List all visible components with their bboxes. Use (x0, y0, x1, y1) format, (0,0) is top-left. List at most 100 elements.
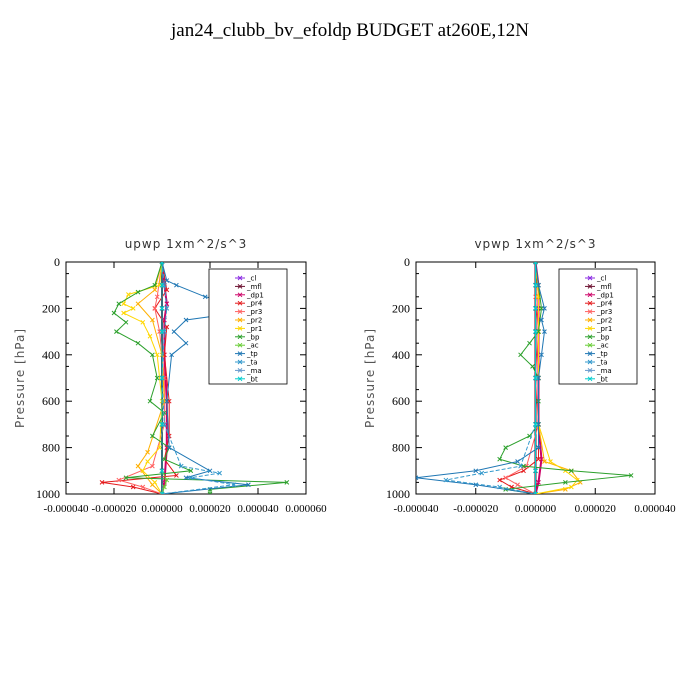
series-point_tp (515, 459, 520, 464)
series-point_pr1 (147, 333, 153, 339)
series-point_pr1 (563, 468, 568, 474)
series-point_bt (159, 468, 165, 474)
legend-marker (237, 351, 243, 356)
legend-label: _dp1 (246, 291, 264, 299)
legend-marker (587, 317, 593, 323)
series-point_bp (135, 340, 141, 346)
series-line_bp (113, 262, 287, 494)
series-line_pr1 (535, 262, 579, 494)
series-point_tp (164, 278, 170, 283)
series-point_pr1 (140, 468, 146, 474)
series-point_pr1 (154, 352, 160, 358)
series-point_bp (111, 310, 117, 316)
series-point_bp (162, 456, 167, 462)
y-tick-label: 1000 (386, 487, 410, 501)
series-point_bp (284, 480, 290, 485)
series-point_bt (533, 422, 538, 427)
panel-2: vpwp 1xm^2/s^3 Pressure [hPa] 0 200 400 600 80… (363, 237, 676, 515)
y-axis-label: Pressure [hPa] (363, 328, 377, 428)
y-tick-label: 400 (392, 348, 410, 362)
series-point_ta (443, 477, 449, 483)
series-point_pr2 (152, 287, 158, 293)
series-point_bt (533, 329, 538, 334)
series-point_tp (183, 317, 189, 323)
series-point_bp (207, 491, 213, 494)
series-point_bp (150, 433, 155, 439)
series-point_bt (533, 491, 538, 494)
legend-label: _mfl (246, 283, 262, 291)
series-point_pr4 (174, 473, 179, 478)
series-point_pr4 (521, 468, 526, 474)
series-point_tp (473, 482, 479, 488)
series-point_pr1 (130, 306, 136, 311)
series-line_pr3 (504, 262, 539, 494)
series-point_bt (533, 375, 538, 381)
series-point_bp (530, 364, 535, 369)
legend-label: _ma (596, 367, 612, 375)
main-title: jan24_clubb_bv_efoldp BUDGET at260E,12N (171, 20, 529, 41)
series-point_bp (527, 340, 532, 346)
series-point_bt (159, 422, 165, 427)
x-tick-label: -0.000020 (453, 503, 498, 515)
series-point_pr1 (157, 445, 162, 450)
series-point_ta (164, 306, 170, 311)
series-point_dp1 (536, 480, 541, 485)
series-point_pr3 (140, 484, 146, 490)
series-point_pr4 (130, 484, 136, 490)
series-point_pr3 (154, 294, 160, 300)
series-point_ta (188, 475, 194, 481)
legend-marker (237, 376, 243, 382)
series-layer (99, 262, 290, 494)
series-point_bt (159, 329, 165, 334)
series-point_bt (159, 491, 165, 494)
series-point_ta (497, 484, 503, 490)
legend-label: _bt (246, 375, 258, 383)
series-line_tp (416, 262, 545, 494)
series-point_bp (116, 301, 122, 307)
series-point_bt (159, 262, 165, 265)
series-point_tp (542, 329, 547, 334)
series-point_tp (164, 398, 170, 404)
legend-box (208, 268, 288, 385)
legend-label: _tp (246, 350, 258, 358)
x-tick-label: 0.000040 (237, 503, 279, 515)
series-point_pr3 (150, 463, 155, 469)
series-point_ta (518, 463, 523, 469)
series-point_pr3 (503, 475, 508, 481)
x-tick-label: 0.000000 (141, 503, 183, 515)
series-point_tp (246, 482, 251, 488)
series-point_pr1 (152, 480, 158, 485)
series-point_pr1 (145, 459, 150, 464)
series-point_tp (174, 282, 179, 288)
series-line_ta (445, 262, 536, 494)
legend-label: _pr3 (246, 308, 262, 316)
legend-label: _tp (596, 350, 608, 358)
legend-marker (237, 275, 243, 281)
series-point_bt (159, 306, 165, 311)
series-point_pr1 (568, 484, 574, 490)
legend-marker (587, 284, 593, 289)
legend-marker (237, 326, 243, 331)
legend-marker (587, 342, 593, 348)
series-point_tp (539, 352, 544, 358)
series-point_pr2 (145, 449, 150, 455)
legend-label: _ta (246, 359, 258, 367)
legend-label: _ta (596, 359, 608, 367)
series-point_bp (114, 329, 119, 334)
legend-label: _pr4 (246, 300, 263, 308)
y-tick-label: 400 (42, 348, 60, 362)
legend-box (558, 268, 638, 385)
series-point_bt (533, 262, 538, 265)
legend-marker (587, 368, 593, 373)
series-point_bt (159, 282, 165, 288)
series-point_tp (183, 340, 189, 346)
legend-marker (237, 317, 243, 323)
series-point_pr4 (497, 477, 503, 483)
y-tick-label: 600 (42, 394, 60, 408)
legend-label: _pr2 (246, 317, 262, 325)
y-tick-label: 1000 (36, 487, 60, 501)
series-point_pr2 (150, 317, 155, 323)
legend-label: _bp (246, 333, 260, 341)
legend-marker (587, 334, 593, 340)
